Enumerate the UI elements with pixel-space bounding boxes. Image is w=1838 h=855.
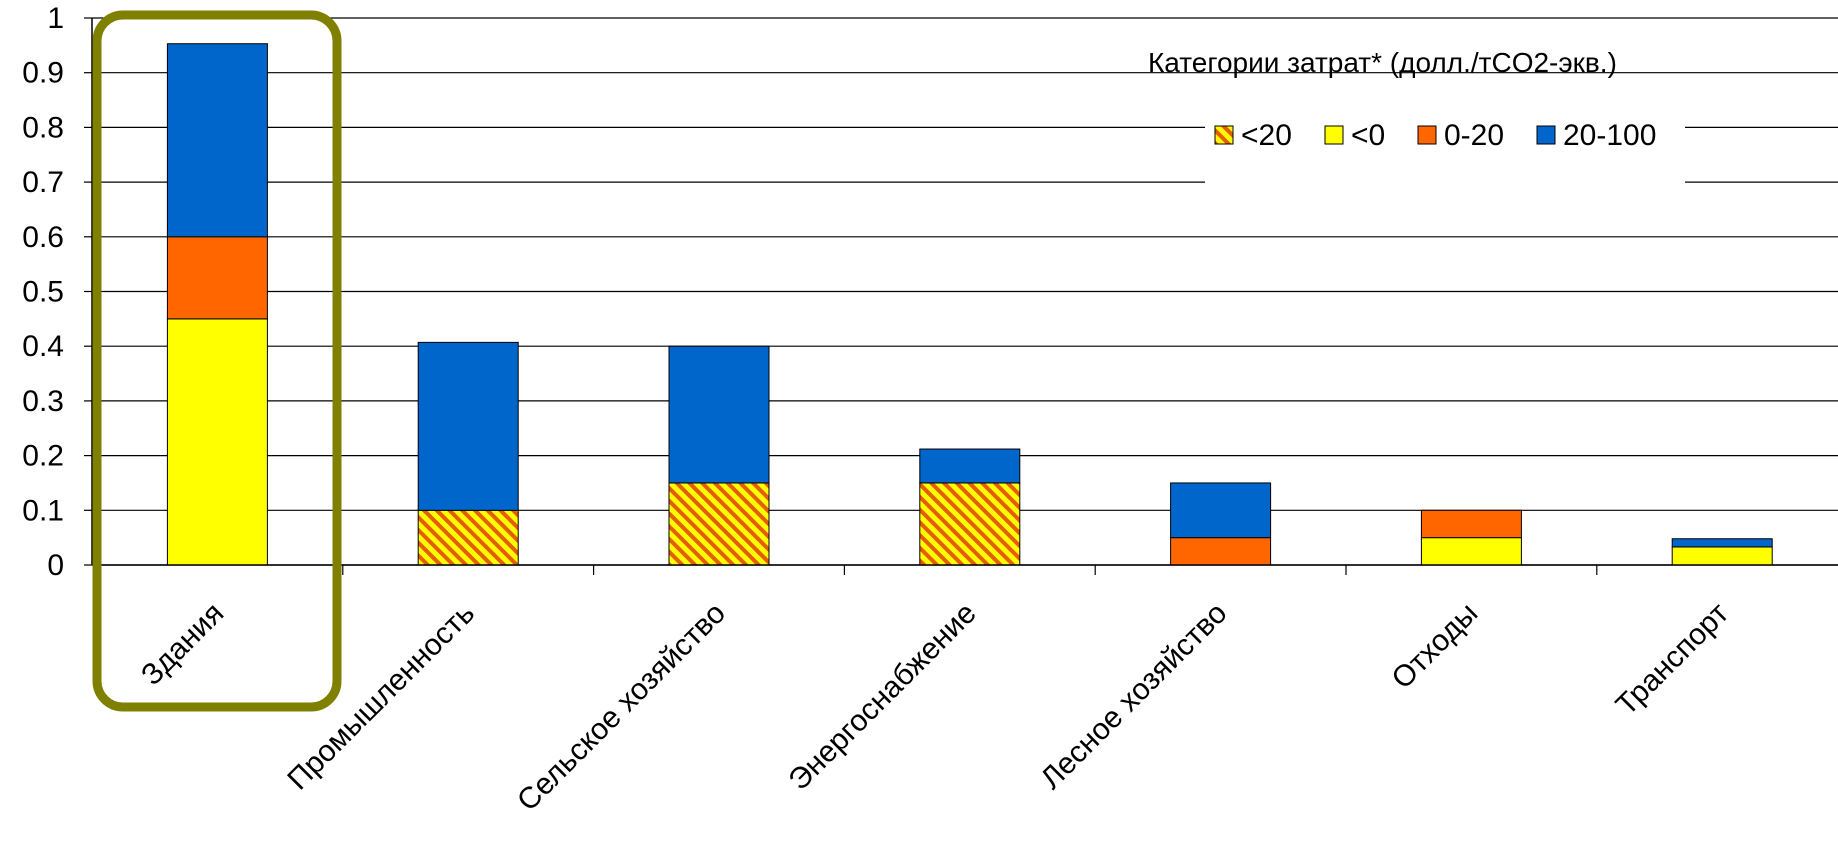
- y-tick-label: 0: [47, 549, 64, 582]
- bar-segment: [1671, 538, 1773, 548]
- grid-lines: [92, 17, 1838, 566]
- y-tick-label: 0.1: [22, 494, 64, 527]
- legend-swatch: [1417, 125, 1437, 145]
- y-tick-label: 0.9: [22, 57, 64, 90]
- legend-swatch: [1324, 125, 1344, 145]
- legend: Категории затрат* (долл./тCO2-экв.) <20 <…: [1148, 47, 1685, 190]
- bar-segment: [166, 236, 268, 320]
- y-tick-label: 0.2: [22, 440, 64, 473]
- bar-segment: [417, 341, 519, 511]
- bar-segment: [1420, 509, 1522, 539]
- bar-segment: [668, 345, 770, 484]
- y-tick-label: 0.6: [22, 221, 64, 254]
- x-category-label: Энергоснабжение: [782, 597, 982, 797]
- bar-segment: [1671, 546, 1773, 566]
- x-category-label: Транспорт: [1610, 596, 1736, 722]
- x-category-label: Отходы: [1385, 597, 1484, 696]
- y-tick-label: 0.5: [22, 276, 64, 309]
- bar-segment: [166, 43, 268, 238]
- y-tick-label: 0.7: [22, 166, 64, 199]
- bar-segment: [919, 482, 1021, 566]
- y-tick-label: 0.3: [22, 385, 64, 418]
- legend-label: <0: [1351, 119, 1385, 152]
- bars: [166, 43, 1773, 566]
- x-category-label: Лесное хозяйство: [1035, 597, 1234, 796]
- y-tick-label: 1: [47, 2, 64, 35]
- legend-items: <20 <0 0-20 20-100: [1214, 119, 1656, 152]
- bar-segment: [919, 448, 1021, 484]
- legend-swatch: [1536, 125, 1556, 145]
- bar-segment: [668, 482, 770, 566]
- bar-segment: [166, 318, 268, 566]
- legend-label: 20-100: [1563, 119, 1656, 152]
- legend-label: <20: [1241, 119, 1292, 152]
- bar-segment: [1420, 537, 1522, 566]
- x-category-label: Промышленность: [281, 597, 481, 797]
- legend-swatch: [1214, 125, 1234, 145]
- y-axis-ticks: 0 0.1 0.2 0.3 0.4 0.5 0.6 0.7 0.8 0.9 1: [22, 2, 92, 582]
- y-tick-label: 0.4: [22, 330, 64, 363]
- bar-segment: [1170, 537, 1272, 566]
- x-axis: [91, 18, 1838, 575]
- highlight-frame: [92, 10, 342, 712]
- x-category-label: Здания: [135, 597, 230, 692]
- legend-background: [1205, 108, 1685, 190]
- legend-title: Категории затрат* (долл./тCO2-экв.): [1148, 47, 1617, 78]
- y-tick-label: 0.8: [22, 111, 64, 144]
- x-category-label: Сельское хозяйство: [511, 597, 732, 818]
- bar-segment: [417, 509, 519, 566]
- x-axis-labels: Здания Промышленность Сельское хозяйство Эн…: [135, 596, 1735, 817]
- legend-label: 0-20: [1444, 119, 1504, 152]
- bar-segment: [1170, 482, 1272, 539]
